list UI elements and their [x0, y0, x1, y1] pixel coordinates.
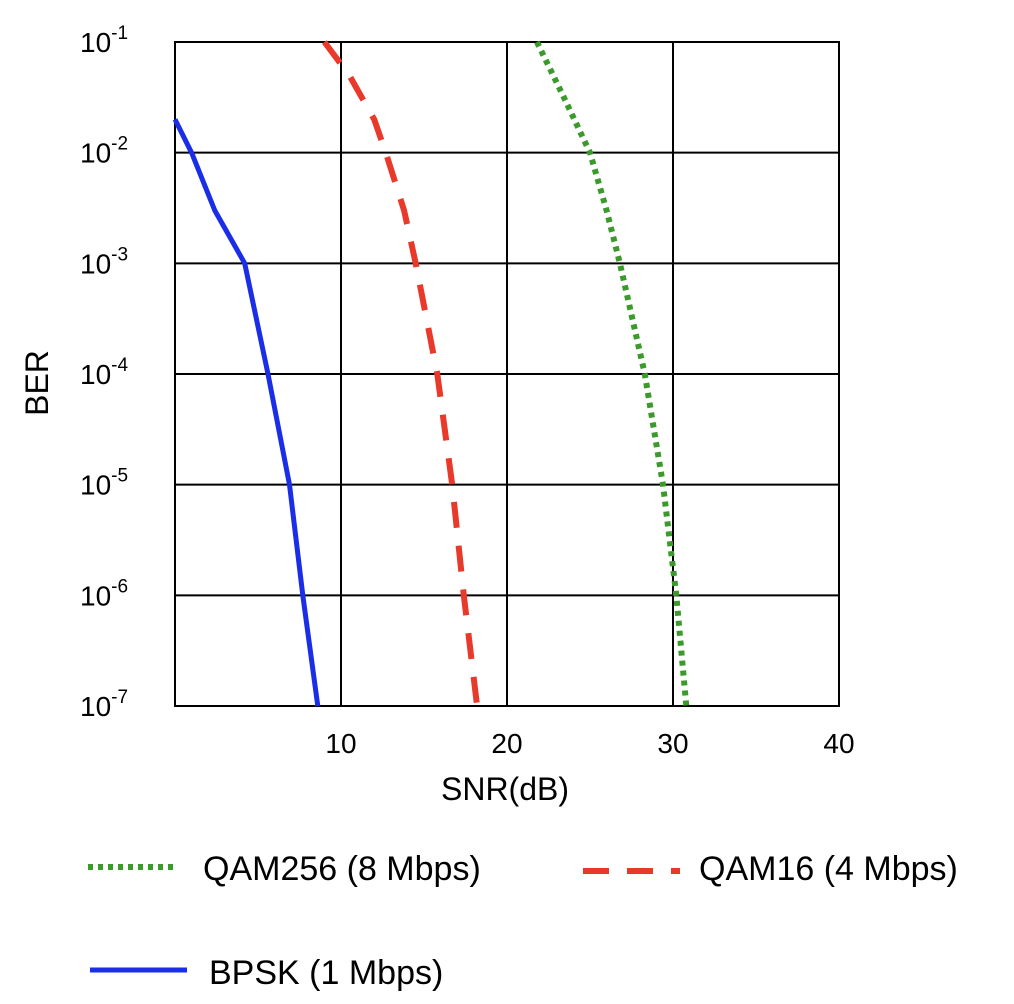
y-tick-label: 10-3: [80, 244, 128, 279]
x-tick-label: 40: [823, 728, 854, 759]
plot-frame: [174, 41, 840, 707]
x-tick-label: 10: [325, 728, 356, 759]
series-lines: [172, 40, 690, 707]
y-tick-labels: 10-1 10-2 10-3 10-4 10-5 10-6 10-7: [80, 23, 128, 722]
legend: QAM256 (8 Mbps) QAM16 (4 Mbps) BPSK (1 Mbp…: [88, 850, 958, 992]
y-axis-label: BER: [19, 350, 55, 416]
legend-label-qam16: QAM16 (4 Mbps): [699, 850, 958, 888]
series-line-qam256: [534, 40, 690, 707]
legend-label-bpsk: BPSK (1 Mbps): [209, 954, 443, 992]
legend-label-qam256: QAM256 (8 Mbps): [203, 850, 481, 888]
series-line-qam16: [321, 40, 481, 707]
x-tick-labels: 10 20 30 40: [325, 728, 854, 759]
y-tick-label: 10-2: [80, 134, 128, 169]
y-tick-label: 10-6: [80, 576, 128, 611]
x-tick-label: 20: [491, 728, 522, 759]
y-tick-label: 10-7: [80, 687, 128, 722]
y-tick-label: 10-5: [80, 466, 128, 501]
y-tick-label: 10-1: [80, 23, 128, 58]
series-line-bpsk: [172, 118, 321, 707]
x-axis-label: SNR(dB): [441, 771, 569, 807]
grid-lines: [175, 41, 840, 707]
x-tick-label: 30: [657, 728, 688, 759]
y-tick-label: 10-4: [80, 355, 128, 390]
